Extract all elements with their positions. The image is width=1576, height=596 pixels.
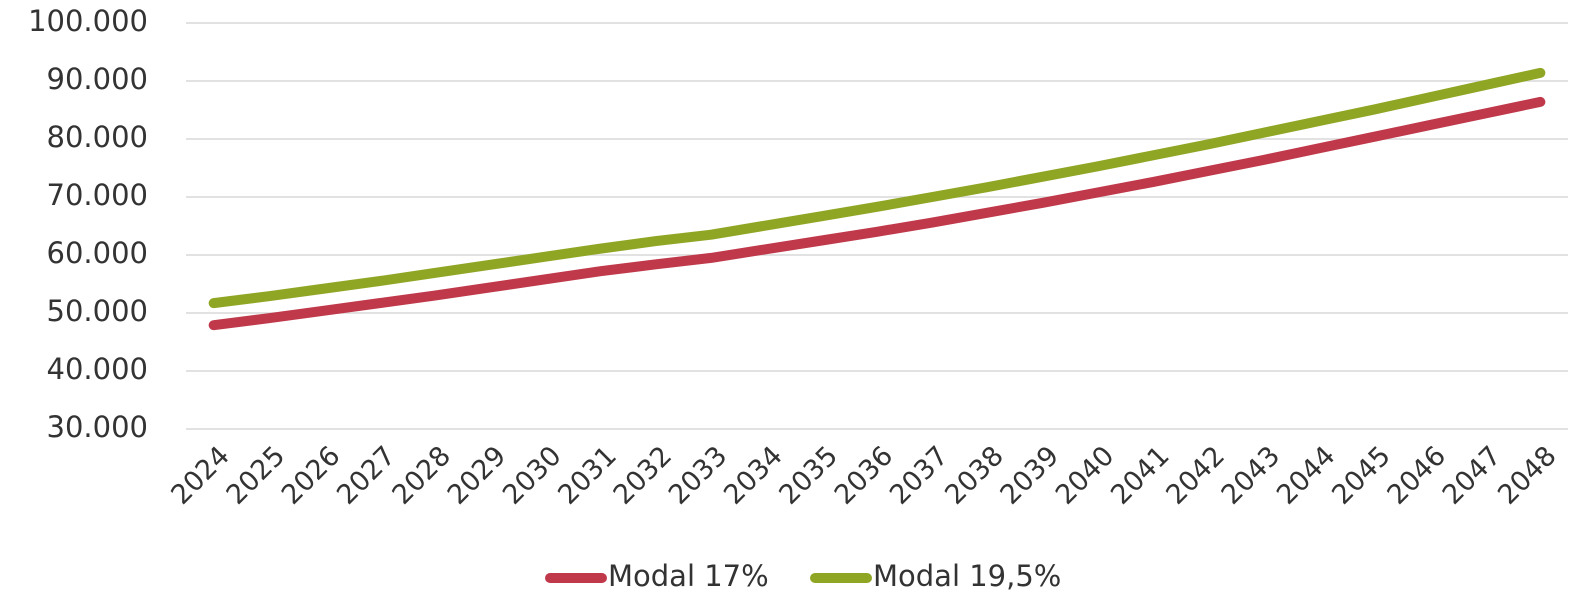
x-tick-label: 2026: [276, 440, 347, 511]
x-tick-label: 2031: [552, 440, 623, 511]
x-tick-label: 2041: [1105, 440, 1176, 511]
x-tick-label: 2045: [1326, 440, 1397, 511]
x-tick-label: 2038: [939, 440, 1010, 511]
x-tick-label: 2033: [663, 440, 734, 511]
y-tick-label: 100.000: [28, 4, 148, 38]
x-tick-label: 2030: [497, 440, 568, 511]
y-tick-label: 80.000: [47, 120, 148, 154]
x-tick-label: 2040: [1050, 440, 1121, 511]
x-tick-label: 2048: [1492, 440, 1563, 511]
x-tick-label: 2025: [221, 440, 292, 511]
x-tick-label: 2047: [1437, 440, 1508, 511]
x-tick-label: 2032: [608, 440, 679, 511]
x-tick-label: 2046: [1382, 440, 1453, 511]
x-tick-label: 2037: [884, 440, 955, 511]
x-tick-label: 2043: [1216, 440, 1287, 511]
x-tick-label: 2035: [773, 440, 844, 511]
x-tick-label: 2028: [387, 440, 458, 511]
x-tick-label: 2027: [331, 440, 402, 511]
x-tick-label: 2042: [1160, 440, 1231, 511]
y-tick-label: 30.000: [47, 410, 148, 444]
series-line: [208, 67, 1546, 309]
y-tick-label: 40.000: [47, 352, 148, 386]
series-line: [208, 96, 1546, 331]
x-tick-label: 2036: [829, 440, 900, 511]
x-tick-label: 2024: [165, 440, 236, 511]
x-tick-label: 2034: [718, 440, 789, 511]
y-tick-label: 90.000: [47, 62, 148, 96]
y-tick-label: 60.000: [47, 236, 148, 270]
y-tick-label: 50.000: [47, 294, 148, 328]
x-tick-label: 2044: [1271, 440, 1342, 511]
legend-label: Modal 17%: [608, 559, 769, 593]
x-tick-label: 2029: [442, 440, 513, 511]
x-tick-label: 2039: [995, 440, 1066, 511]
y-tick-label: 70.000: [47, 178, 148, 212]
legend-label: Modal 19,5%: [873, 559, 1061, 593]
